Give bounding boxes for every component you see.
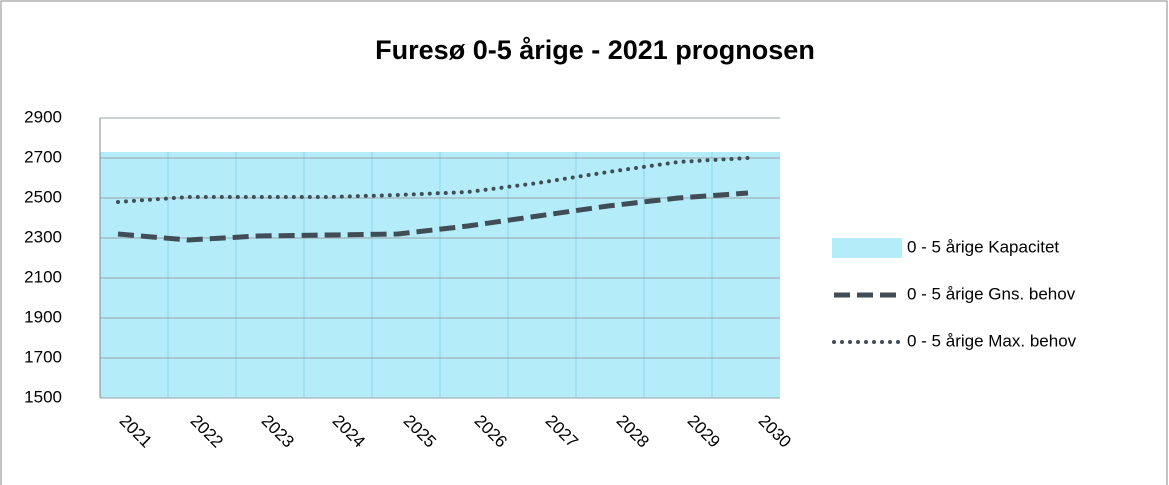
y-tick-label: 1900 (24, 307, 62, 326)
legend-label: 0 - 5 årige Gns. behov (907, 284, 1076, 303)
legend-label: 0 - 5 årige Max. behov (907, 331, 1077, 350)
legend-label: 0 - 5 årige Kapacitet (907, 237, 1059, 256)
y-tick-label: 1700 (24, 347, 62, 366)
chart-title: Furesø 0-5 årige - 2021 prognosen (375, 35, 815, 65)
line-series (117, 190, 749, 243)
y-tick-label: 2700 (24, 147, 62, 166)
y-tick-label: 2300 (24, 227, 62, 246)
y-tick-label: 2900 (24, 107, 62, 126)
y-tick-label: 2500 (24, 187, 62, 206)
y-tick-label: 2100 (24, 267, 62, 286)
legend-swatch (832, 238, 902, 258)
y-tick-label: 1500 (24, 387, 62, 406)
line-series (116, 156, 750, 204)
